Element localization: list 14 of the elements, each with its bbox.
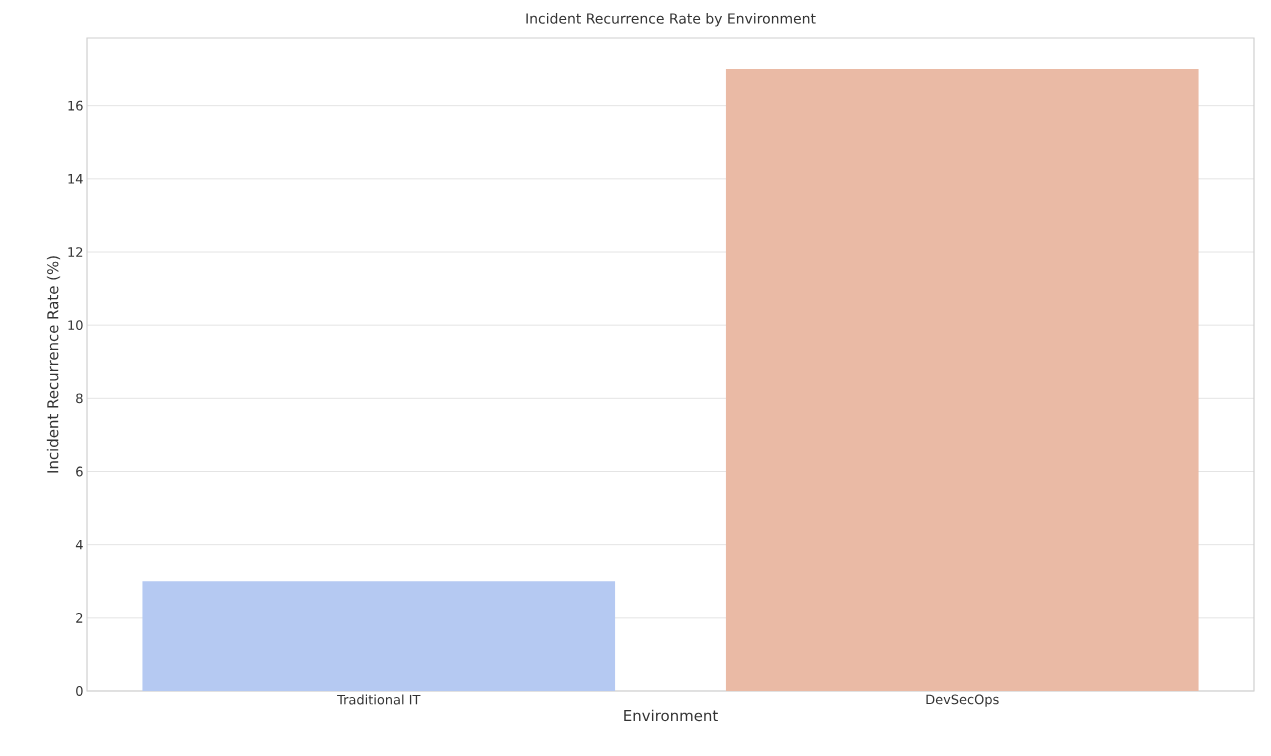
y-tick-label: 2	[76, 613, 83, 623]
chart-title: Incident Recurrence Rate by Environment	[526, 12, 816, 27]
x-tick-label: Traditional IT	[337, 694, 421, 705]
x-axis-title: Environment	[624, 709, 718, 722]
y-tick-label: 8	[76, 393, 83, 404]
y-tick-label: 14	[68, 174, 83, 184]
y-tick-label: 10	[68, 320, 83, 331]
y-tick-label: 0	[76, 686, 83, 696]
y-tick-label: 12	[68, 247, 83, 257]
y-tick-label: 4	[75, 539, 83, 550]
y-tick-label: 6	[76, 466, 83, 477]
y-tick-label: 16	[68, 100, 83, 111]
y-axis-title: Incident Recurrence Rate (%)	[46, 256, 61, 473]
x-tick-label: DevSecOps	[926, 694, 999, 707]
